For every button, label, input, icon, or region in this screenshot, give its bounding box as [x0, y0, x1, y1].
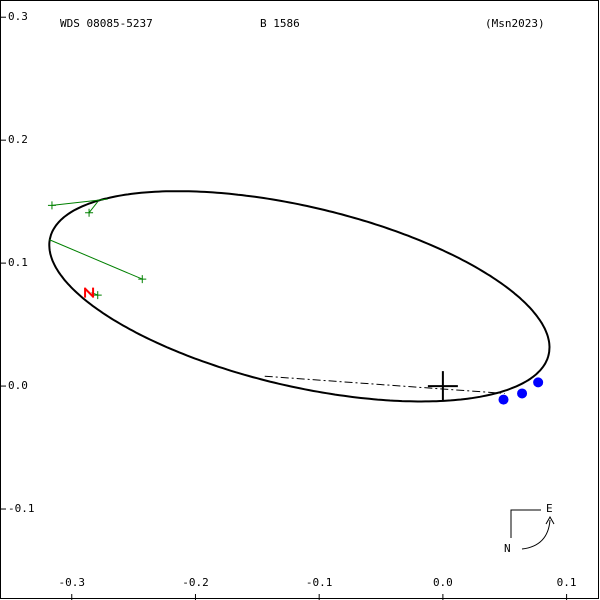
measure-point [517, 388, 528, 399]
orbit-ellipse [48, 190, 551, 403]
x-tick-label: 0.0 [433, 576, 453, 589]
residual-line [88, 201, 99, 214]
x-tick-label: 0.1 [557, 576, 577, 589]
compass-north: N [504, 542, 511, 555]
y-tick-label: 0.2 [8, 133, 28, 146]
measure-point [498, 394, 509, 405]
reference: (Msn2023) [485, 17, 545, 30]
observation-point [47, 201, 56, 210]
y-tick-label: 0.0 [8, 379, 28, 392]
observation-point [93, 291, 102, 300]
x-tick-label: -0.1 [306, 576, 333, 589]
compass: E N [504, 502, 555, 555]
compass-east: E [546, 502, 553, 515]
observation-point [85, 208, 94, 217]
y-tick-label: -0.1 [8, 502, 35, 515]
latest-point [84, 287, 95, 298]
x-tick-label: -0.2 [182, 576, 209, 589]
residual-line [49, 239, 143, 280]
chart-title: WDS 08085-5237 [60, 17, 153, 30]
y-tick-label: 0.1 [8, 256, 28, 269]
y-tick-label: 0.3 [8, 10, 28, 23]
measure-point [533, 377, 544, 388]
residual-line [51, 198, 108, 206]
chart-subtitle: B 1586 [260, 17, 300, 30]
primary-star [427, 371, 458, 402]
observation-point [138, 275, 147, 284]
compass-arrowhead [545, 515, 555, 525]
compass-arrow [521, 519, 551, 550]
compass-axes [510, 509, 541, 538]
x-tick-label: -0.3 [59, 576, 86, 589]
